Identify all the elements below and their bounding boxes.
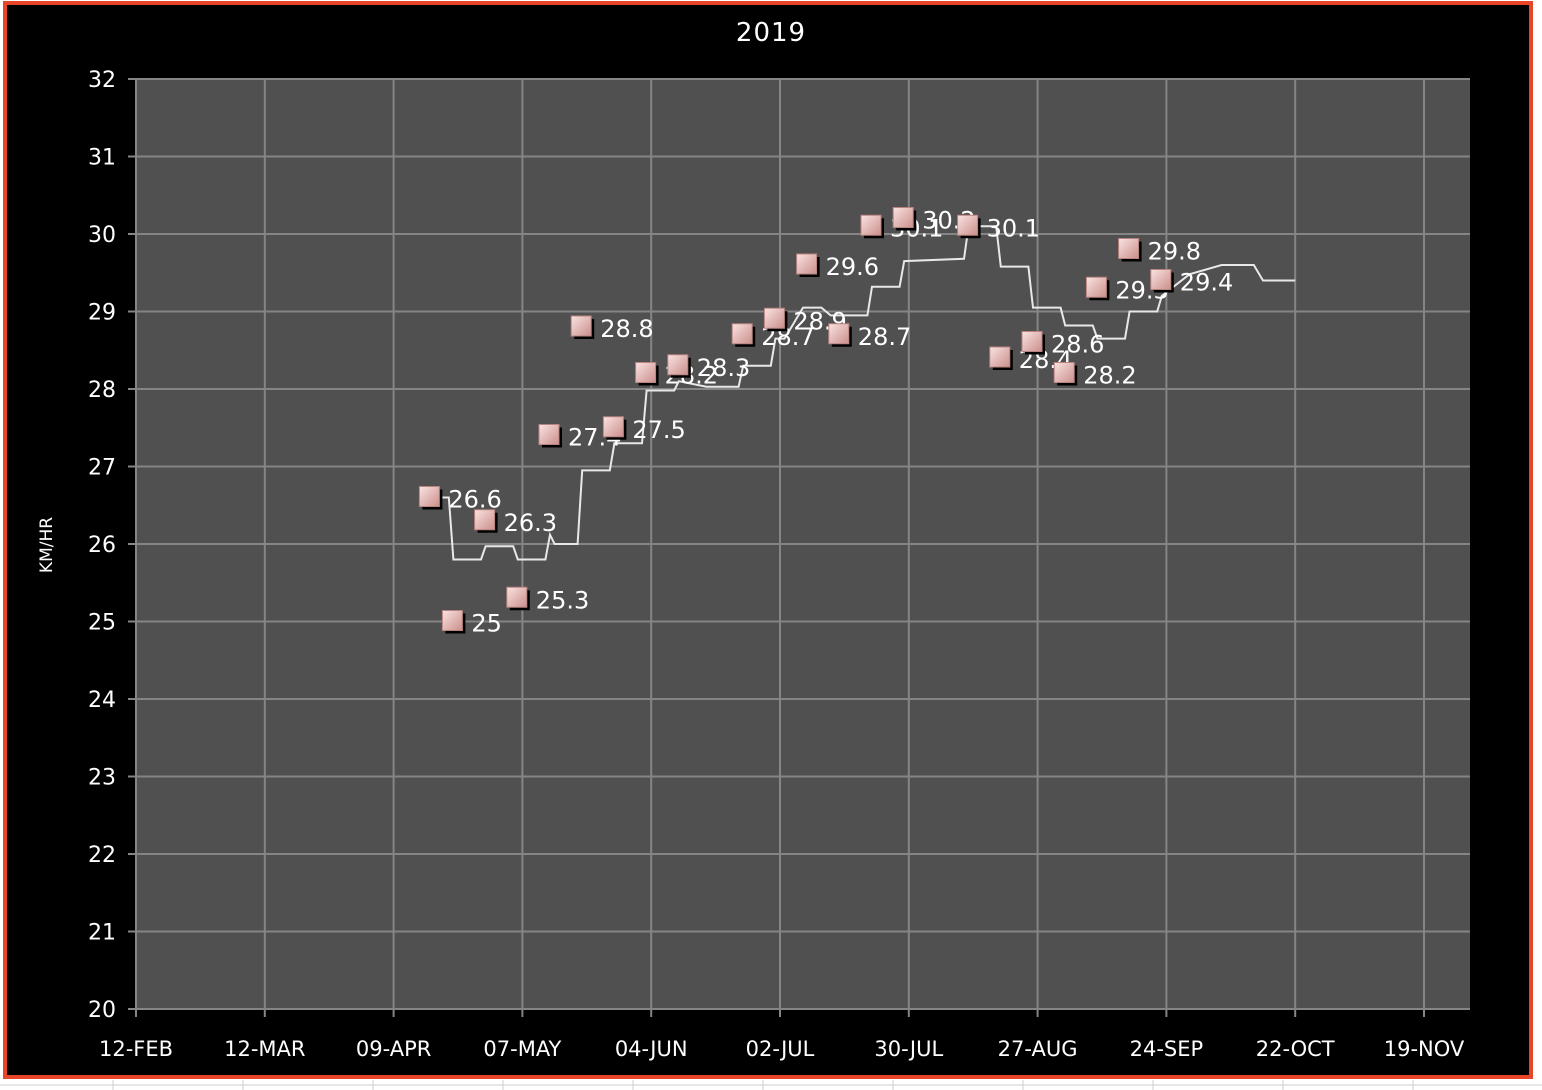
data-label: 29.8: [1148, 238, 1201, 266]
square-marker-icon: [441, 610, 463, 631]
square-marker-icon: [1118, 238, 1140, 259]
square-marker-icon: [418, 486, 440, 507]
square-marker-icon: [1021, 331, 1043, 352]
data-label: 25: [471, 610, 502, 638]
data-label: 26.3: [504, 509, 557, 537]
data-point[interactable]: 25.3: [506, 586, 589, 614]
data-point[interactable]: 30.1: [860, 214, 943, 242]
y-tick-label: 27: [88, 456, 116, 481]
y-tick-label: 21: [88, 921, 116, 946]
y-tick-label: 26: [88, 533, 116, 558]
chart-title: 2019: [735, 18, 807, 48]
y-tick-label: 28: [88, 378, 116, 403]
data-point[interactable]: 28.8: [570, 315, 654, 343]
square-marker-icon: [667, 354, 689, 376]
data-point[interactable]: 27.5: [602, 416, 686, 444]
square-marker-icon: [602, 416, 624, 438]
square-marker-icon: [828, 323, 850, 345]
data-point[interactable]: 29.8: [1118, 238, 1201, 266]
data-point[interactable]: 26.3: [474, 509, 557, 537]
x-tick-label: 24-SEP: [1130, 1037, 1204, 1061]
data-point[interactable]: 29.3: [1085, 276, 1169, 304]
square-marker-icon: [506, 586, 528, 608]
x-tick-label: 09-APR: [356, 1037, 431, 1061]
x-tick-label: 12-FEB: [99, 1037, 173, 1061]
data-label: 28.3: [697, 354, 750, 382]
square-marker-icon: [989, 346, 1011, 368]
x-tick-label: 07-MAY: [483, 1037, 561, 1061]
data-label: 29.6: [826, 253, 879, 281]
y-axis-label: KM/HR: [37, 517, 57, 573]
x-tick-label: 02-JUL: [746, 1037, 815, 1061]
data-point[interactable]: 29.4: [1150, 269, 1233, 297]
data-label: 29.4: [1180, 269, 1233, 297]
y-tick-label: 23: [88, 766, 116, 791]
y-tick-label: 22: [88, 843, 116, 868]
y-tick-label: 31: [88, 146, 116, 171]
y-tick-label: 24: [88, 688, 116, 713]
square-marker-icon: [570, 315, 592, 337]
data-label: 28.8: [600, 315, 653, 343]
data-label: 28.2: [1083, 362, 1136, 390]
x-tick-label: 04-JUN: [615, 1037, 688, 1061]
data-point[interactable]: 28.2: [1053, 362, 1137, 390]
data-label: 28.7: [858, 323, 911, 351]
x-tick-label: 22-OCT: [1256, 1037, 1335, 1061]
x-tick-label: 30-JUL: [874, 1037, 943, 1061]
square-marker-icon: [731, 323, 753, 345]
square-marker-icon: [860, 214, 882, 236]
y-tick-label: 30: [88, 223, 116, 248]
data-label: 25.3: [536, 586, 589, 614]
square-marker-icon: [763, 307, 785, 329]
data-points: 26.62526.325.327.428.827.528.228.328.728…: [418, 207, 1233, 638]
x-tick-label: 12-MAR: [224, 1037, 305, 1061]
x-tick-label: 27-AUG: [998, 1037, 1078, 1061]
data-label: 30.1: [987, 214, 1040, 242]
gridlines: [128, 78, 1470, 1017]
square-marker-icon: [957, 214, 979, 236]
square-marker-icon: [474, 509, 496, 531]
data-point[interactable]: 30.1: [957, 214, 1040, 242]
square-marker-icon: [1150, 269, 1172, 290]
data-point[interactable]: 29.6: [796, 253, 879, 281]
square-marker-icon: [538, 424, 560, 445]
square-marker-icon: [635, 362, 657, 383]
data-point[interactable]: 28.7: [828, 323, 911, 351]
data-label: 26.6: [448, 486, 501, 514]
data-point[interactable]: 28.3: [667, 354, 750, 382]
square-marker-icon: [892, 207, 914, 228]
y-tick-label: 20: [88, 998, 116, 1023]
x-tick-label: 19-NOV: [1384, 1037, 1465, 1061]
data-point[interactable]: 28.6: [1021, 331, 1104, 359]
data-label: 27.5: [632, 416, 685, 444]
square-marker-icon: [796, 253, 818, 275]
square-marker-icon: [1053, 362, 1075, 383]
y-tick-label: 25: [88, 611, 116, 636]
data-point[interactable]: 25: [441, 610, 502, 638]
moving-average-line: [430, 225, 1296, 561]
y-tick-label: 29: [88, 301, 116, 326]
square-marker-icon: [1085, 276, 1107, 298]
y-tick-label: 32: [88, 68, 116, 93]
data-label: 28.6: [1051, 331, 1104, 359]
data-point[interactable]: 26.6: [418, 486, 502, 514]
